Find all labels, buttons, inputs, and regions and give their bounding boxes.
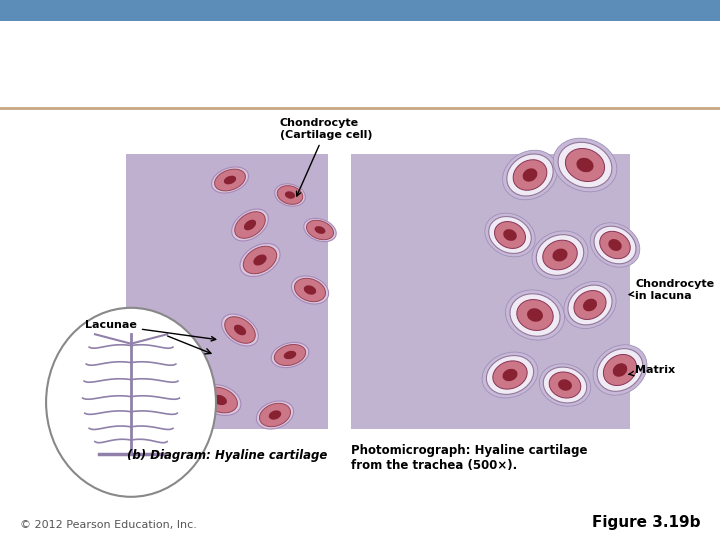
Ellipse shape xyxy=(495,221,526,248)
Ellipse shape xyxy=(503,150,557,200)
Ellipse shape xyxy=(253,254,266,266)
Ellipse shape xyxy=(527,308,543,322)
Ellipse shape xyxy=(489,217,531,253)
Ellipse shape xyxy=(304,285,316,295)
Ellipse shape xyxy=(568,285,612,325)
Ellipse shape xyxy=(234,325,246,335)
Ellipse shape xyxy=(608,239,621,251)
Ellipse shape xyxy=(597,349,643,392)
Ellipse shape xyxy=(225,317,256,343)
Ellipse shape xyxy=(485,213,535,257)
Ellipse shape xyxy=(523,168,537,181)
Ellipse shape xyxy=(46,308,216,497)
Text: Figure 3.19b: Figure 3.19b xyxy=(592,515,700,530)
Text: Lacunae: Lacunae xyxy=(85,320,216,341)
Ellipse shape xyxy=(271,342,309,368)
Ellipse shape xyxy=(593,345,647,395)
Ellipse shape xyxy=(315,226,325,234)
Ellipse shape xyxy=(487,355,534,394)
Ellipse shape xyxy=(549,372,581,398)
Ellipse shape xyxy=(213,395,227,405)
Text: Photomicrograph: Hyaline cartilage
from the trachea (500×).: Photomicrograph: Hyaline cartilage from … xyxy=(351,444,588,472)
Ellipse shape xyxy=(292,276,328,304)
Ellipse shape xyxy=(243,246,276,274)
Ellipse shape xyxy=(240,244,280,276)
Ellipse shape xyxy=(505,290,564,340)
Ellipse shape xyxy=(492,361,527,389)
Ellipse shape xyxy=(565,148,605,181)
Ellipse shape xyxy=(212,167,248,193)
Ellipse shape xyxy=(574,291,606,320)
Ellipse shape xyxy=(558,142,612,188)
Ellipse shape xyxy=(594,226,636,264)
Ellipse shape xyxy=(544,367,587,403)
Ellipse shape xyxy=(553,138,617,192)
Ellipse shape xyxy=(235,212,265,238)
Text: (b) Diagram: Hyaline cartilage: (b) Diagram: Hyaline cartilage xyxy=(127,449,327,462)
Ellipse shape xyxy=(274,345,306,366)
Ellipse shape xyxy=(503,369,518,381)
Ellipse shape xyxy=(294,278,325,302)
Ellipse shape xyxy=(482,352,538,398)
Bar xyxy=(351,154,630,429)
Bar xyxy=(0,0,720,21)
Ellipse shape xyxy=(577,158,593,172)
Ellipse shape xyxy=(215,169,246,191)
Ellipse shape xyxy=(224,176,236,184)
Ellipse shape xyxy=(304,218,336,242)
Ellipse shape xyxy=(503,229,517,241)
Ellipse shape xyxy=(558,379,572,391)
Ellipse shape xyxy=(259,403,290,427)
Ellipse shape xyxy=(513,160,547,190)
Ellipse shape xyxy=(277,186,303,204)
Ellipse shape xyxy=(603,354,636,386)
Bar xyxy=(126,154,328,429)
Text: Matrix: Matrix xyxy=(629,365,675,376)
Ellipse shape xyxy=(222,314,258,346)
Ellipse shape xyxy=(507,154,553,196)
Ellipse shape xyxy=(510,294,560,336)
Ellipse shape xyxy=(543,240,577,270)
Text: Chondrocyte
(Cartilage cell): Chondrocyte (Cartilage cell) xyxy=(280,118,372,196)
Text: Chondrocyte
in lacuna: Chondrocyte in lacuna xyxy=(629,279,714,301)
Ellipse shape xyxy=(232,209,269,241)
Ellipse shape xyxy=(600,231,630,259)
Ellipse shape xyxy=(564,281,616,328)
Ellipse shape xyxy=(274,184,305,206)
Ellipse shape xyxy=(590,223,640,267)
Ellipse shape xyxy=(307,220,333,240)
Ellipse shape xyxy=(517,300,553,330)
Ellipse shape xyxy=(269,410,282,420)
Ellipse shape xyxy=(284,351,296,359)
Ellipse shape xyxy=(583,299,597,312)
Ellipse shape xyxy=(199,384,241,415)
Ellipse shape xyxy=(552,248,567,261)
Ellipse shape xyxy=(613,363,627,377)
Ellipse shape xyxy=(532,231,588,279)
Ellipse shape xyxy=(539,364,590,406)
Ellipse shape xyxy=(285,191,295,199)
Text: © 2012 Pearson Education, Inc.: © 2012 Pearson Education, Inc. xyxy=(20,520,197,530)
Ellipse shape xyxy=(244,220,256,231)
Ellipse shape xyxy=(536,235,584,275)
Ellipse shape xyxy=(256,401,294,429)
Ellipse shape xyxy=(202,387,238,413)
